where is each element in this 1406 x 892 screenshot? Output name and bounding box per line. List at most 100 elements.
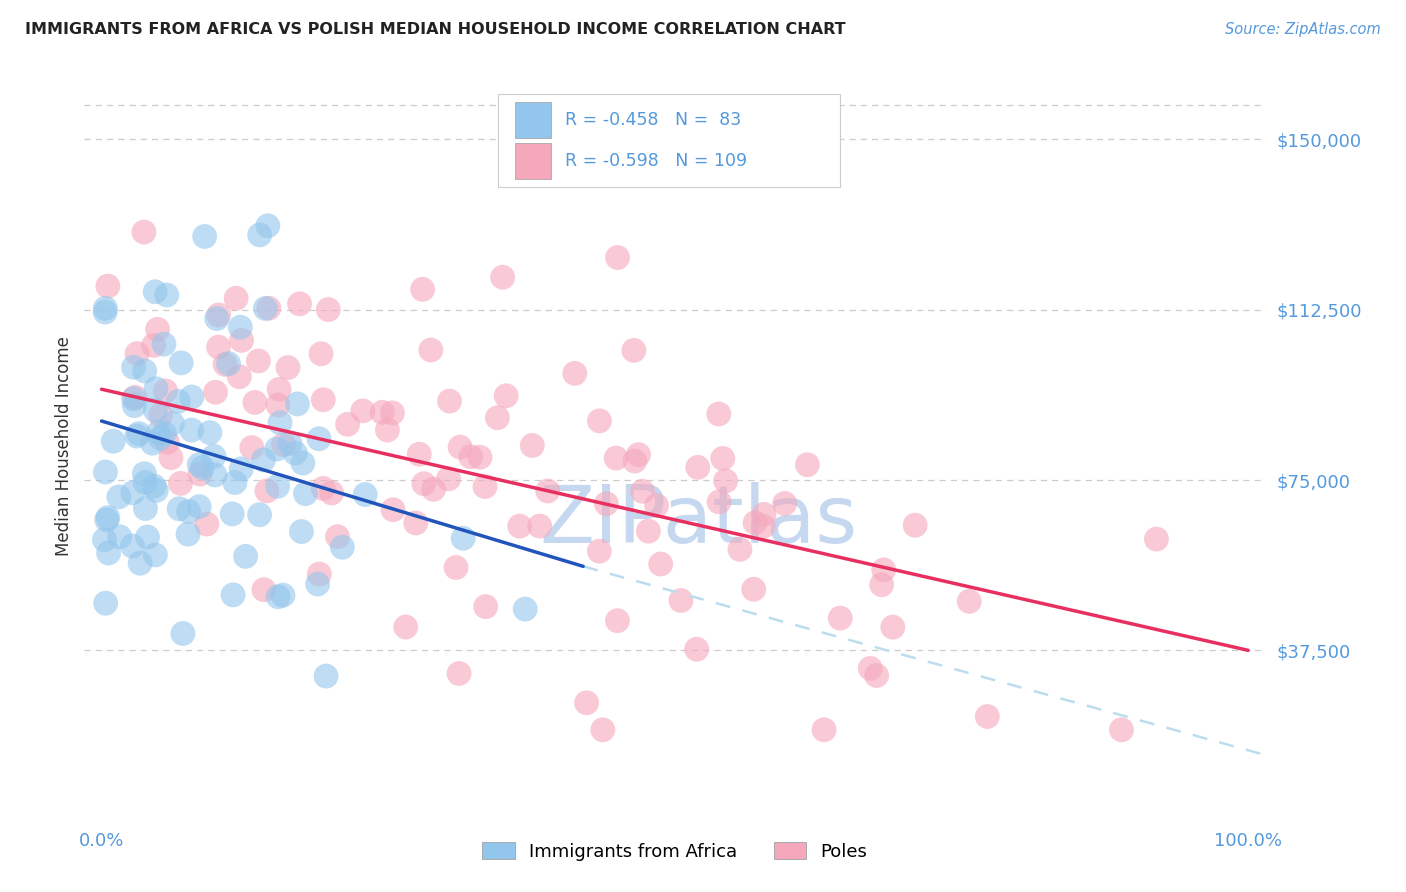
Poles <box>707 407 730 421</box>
Poles <box>686 642 709 657</box>
Poles <box>336 417 359 432</box>
Immigrants from Africa <box>134 475 156 490</box>
Poles <box>773 496 796 510</box>
Immigrants from Africa <box>222 588 245 602</box>
Immigrants from Africa <box>94 465 117 479</box>
Poles <box>124 390 146 404</box>
Poles <box>1111 723 1133 737</box>
Immigrants from Africa <box>269 416 291 430</box>
Poles <box>437 472 460 486</box>
Poles <box>650 557 672 571</box>
Text: Source: ZipAtlas.com: Source: ZipAtlas.com <box>1225 22 1381 37</box>
Poles <box>127 346 149 360</box>
Immigrants from Africa <box>153 426 176 441</box>
Immigrants from Africa <box>141 436 163 450</box>
Poles <box>627 448 650 462</box>
Immigrants from Africa <box>278 436 301 450</box>
Poles <box>208 308 231 322</box>
Immigrants from Africa <box>128 426 150 441</box>
Immigrants from Africa <box>124 399 146 413</box>
Poles <box>267 398 290 412</box>
Poles <box>240 441 263 455</box>
Immigrants from Africa <box>122 392 145 406</box>
Text: IMMIGRANTS FROM AFRICA VS POLISH MEDIAN HOUSEHOLD INCOME CORRELATION CHART: IMMIGRANTS FROM AFRICA VS POLISH MEDIAN … <box>25 22 846 37</box>
Immigrants from Africa <box>252 453 274 467</box>
Immigrants from Africa <box>315 669 337 683</box>
FancyBboxPatch shape <box>516 102 551 138</box>
Immigrants from Africa <box>108 530 131 544</box>
Immigrants from Africa <box>153 337 176 351</box>
Immigrants from Africa <box>145 548 167 562</box>
Immigrants from Africa <box>143 285 166 299</box>
Poles <box>711 451 734 466</box>
Poles <box>575 696 598 710</box>
Poles <box>752 508 775 522</box>
Poles <box>449 666 471 681</box>
Poles <box>865 668 887 682</box>
Poles <box>606 251 628 265</box>
Poles <box>273 437 295 451</box>
Immigrants from Africa <box>354 487 377 501</box>
Poles <box>308 567 330 582</box>
Immigrants from Africa <box>172 626 194 640</box>
Poles <box>623 343 645 358</box>
Poles <box>637 524 659 538</box>
Poles <box>645 499 668 513</box>
Immigrants from Africa <box>134 467 156 481</box>
Poles <box>257 301 280 316</box>
Immigrants from Africa <box>188 458 211 472</box>
Poles <box>405 516 427 530</box>
Poles <box>132 225 155 239</box>
Poles <box>381 406 404 420</box>
Immigrants from Africa <box>148 425 170 440</box>
Poles <box>326 530 349 544</box>
Poles <box>468 450 491 465</box>
Immigrants from Africa <box>134 364 156 378</box>
Poles <box>155 384 177 398</box>
Poles <box>352 404 374 418</box>
Immigrants from Africa <box>122 360 145 375</box>
Poles <box>605 451 627 466</box>
Immigrants from Africa <box>294 486 316 500</box>
Immigrants from Africa <box>134 501 156 516</box>
Immigrants from Africa <box>156 288 179 302</box>
Poles <box>449 440 471 454</box>
Poles <box>312 482 335 496</box>
Immigrants from Africa <box>108 490 131 504</box>
Poles <box>204 385 226 400</box>
Immigrants from Africa <box>330 540 353 554</box>
Immigrants from Africa <box>94 305 117 319</box>
Poles <box>188 467 211 481</box>
Poles <box>529 519 551 533</box>
Immigrants from Africa <box>145 483 167 498</box>
Poles <box>495 389 517 403</box>
Immigrants from Africa <box>167 501 190 516</box>
Immigrants from Africa <box>97 546 120 560</box>
Legend: Immigrants from Africa, Poles: Immigrants from Africa, Poles <box>475 835 875 868</box>
Text: R = -0.598   N = 109: R = -0.598 N = 109 <box>565 153 747 170</box>
Text: ZIPatlas: ZIPatlas <box>540 482 858 560</box>
Poles <box>873 563 896 577</box>
Poles <box>714 474 737 488</box>
Poles <box>195 517 218 532</box>
Poles <box>225 291 247 305</box>
Poles <box>214 358 236 372</box>
Poles <box>491 270 513 285</box>
Immigrants from Africa <box>249 227 271 242</box>
Poles <box>169 476 191 491</box>
Poles <box>256 483 278 498</box>
Immigrants from Africa <box>103 434 125 449</box>
Immigrants from Africa <box>271 588 294 602</box>
Poles <box>623 454 645 468</box>
Immigrants from Africa <box>188 500 211 514</box>
Immigrants from Africa <box>143 479 166 493</box>
Immigrants from Africa <box>93 533 115 547</box>
Poles <box>1146 532 1168 546</box>
Poles <box>156 435 179 450</box>
Immigrants from Africa <box>145 382 167 396</box>
Poles <box>413 476 436 491</box>
Poles <box>474 599 496 614</box>
Poles <box>382 502 405 516</box>
Y-axis label: Median Household Income: Median Household Income <box>55 336 73 556</box>
Immigrants from Africa <box>229 320 252 334</box>
